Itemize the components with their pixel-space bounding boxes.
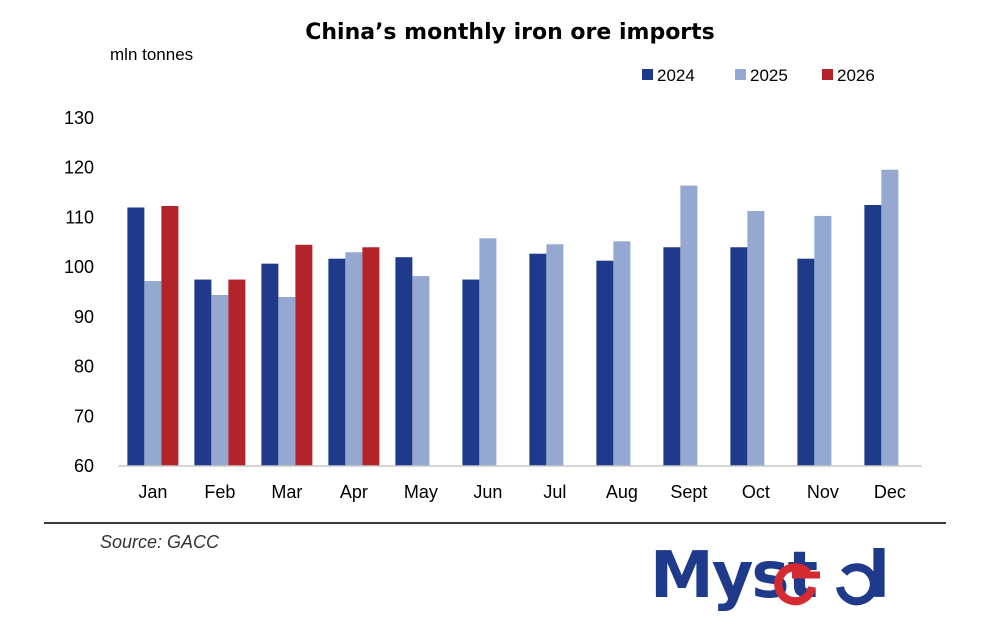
x-tick-label: Oct bbox=[742, 482, 770, 502]
bar-2024-mar bbox=[261, 263, 279, 466]
legend: 2024 2025 2026 bbox=[642, 66, 875, 85]
bar-2025-oct bbox=[747, 210, 765, 466]
bar-2026-mar bbox=[295, 244, 313, 466]
bar-2024-nov bbox=[797, 258, 815, 466]
y-tick-label: 90 bbox=[74, 307, 94, 327]
legend-swatch-2025 bbox=[735, 69, 746, 80]
bar-2024-oct bbox=[730, 247, 748, 466]
y-tick-label: 100 bbox=[64, 257, 94, 277]
bar-2024-jan bbox=[127, 207, 145, 466]
bar-2025-feb bbox=[211, 294, 229, 466]
y-tick-label: 120 bbox=[64, 158, 94, 178]
y-tick-label: 130 bbox=[64, 108, 94, 128]
y-axis-unit-label: mln tonnes bbox=[110, 45, 193, 64]
source-note: Source: GACC bbox=[100, 532, 220, 552]
bar-2025-jan bbox=[144, 281, 162, 466]
legend-label-2026: 2026 bbox=[837, 66, 875, 85]
legend-swatch-2026 bbox=[822, 69, 833, 80]
x-tick-label: May bbox=[404, 482, 438, 502]
x-tick-label: Aug bbox=[606, 482, 638, 502]
bar-2025-dec bbox=[881, 169, 899, 466]
svg-text:l: l bbox=[868, 539, 890, 613]
bar-2026-jan bbox=[161, 205, 179, 466]
bar-2024-jul bbox=[529, 253, 547, 466]
bar-2024-feb bbox=[194, 279, 212, 466]
chart-title: China’s monthly iron ore imports bbox=[305, 20, 715, 45]
x-tick-label: Jun bbox=[473, 482, 502, 502]
bar-2025-jun bbox=[479, 238, 497, 466]
bar-2024-aug bbox=[596, 260, 614, 466]
x-tick-label: Dec bbox=[874, 482, 906, 502]
y-tick-label: 70 bbox=[74, 406, 94, 426]
logo-ee-mark bbox=[774, 563, 878, 606]
bar-2025-jul bbox=[546, 244, 564, 466]
bar-2026-feb bbox=[228, 279, 246, 466]
bar-2025-sept bbox=[680, 185, 698, 466]
bar-2024-jun bbox=[462, 279, 480, 466]
bar-2024-sept bbox=[663, 247, 681, 466]
bar-2026-apr bbox=[362, 247, 380, 466]
x-tick-label: Feb bbox=[204, 482, 235, 502]
y-tick-label: 60 bbox=[74, 456, 94, 476]
y-tick-label: 80 bbox=[74, 357, 94, 377]
bar-2024-may bbox=[395, 257, 413, 466]
bar-2024-dec bbox=[864, 205, 882, 466]
y-axis: 60 70 80 90 100 110 120 130 bbox=[64, 108, 94, 476]
footer-divider bbox=[44, 522, 946, 524]
x-tick-label: Jan bbox=[138, 482, 167, 502]
bars bbox=[127, 169, 899, 466]
y-tick-label: 110 bbox=[65, 207, 94, 227]
x-axis: Jan Feb Mar Apr May Jun Jul Aug Sept Oct Nov Dec bbox=[138, 482, 906, 502]
legend-label-2025: 2025 bbox=[750, 66, 788, 85]
x-tick-label: Mar bbox=[271, 482, 302, 502]
legend-label-2024: 2024 bbox=[657, 66, 695, 85]
x-tick-label: Jul bbox=[543, 482, 566, 502]
bar-2024-apr bbox=[328, 258, 346, 466]
bar-2025-nov bbox=[814, 215, 832, 466]
x-tick-label: Apr bbox=[340, 482, 368, 502]
chart: China’s monthly iron ore imports mln ton… bbox=[64, 20, 922, 502]
x-tick-label: Nov bbox=[807, 482, 839, 502]
bar-2025-may bbox=[412, 276, 430, 466]
bar-2025-apr bbox=[345, 252, 363, 466]
legend-swatch-2024 bbox=[642, 69, 653, 80]
bar-2025-mar bbox=[278, 296, 296, 466]
bar-2025-aug bbox=[613, 241, 631, 466]
x-tick-label: Sept bbox=[670, 482, 707, 502]
mysteel-logo: Myst l bbox=[650, 539, 890, 613]
